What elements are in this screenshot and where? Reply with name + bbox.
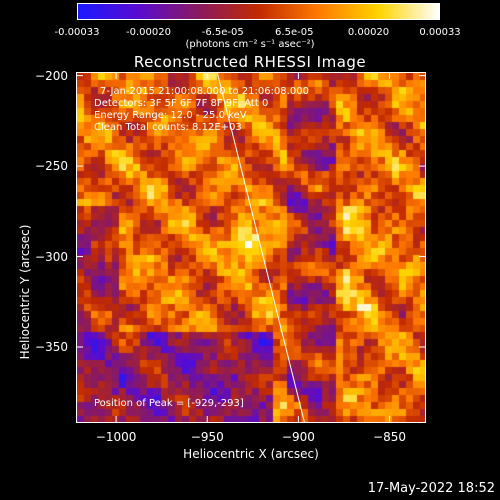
info-clean: Clean Total counts: 8.12E+03 (94, 122, 242, 133)
colorbar-tick-label: -0.00020 (126, 27, 171, 38)
x-tick-label: −1000 (95, 430, 137, 444)
y-tick-label: −200 (35, 68, 68, 83)
colorbar-tick-label: 0.00020 (347, 27, 390, 38)
y-axis-label: Heliocentric Y (arcsec) (18, 224, 32, 360)
y-tick-label: −300 (35, 249, 68, 264)
x-axis-label: Heliocentric X (arcsec) (183, 447, 319, 461)
colorbar (77, 3, 440, 20)
colorbar-tick-label: -6.5e-05 (201, 27, 244, 38)
x-tick-label: −850 (373, 430, 407, 444)
peak-position-label: Position of Peak = [-929,-293] (94, 398, 244, 409)
x-tick-label: −900 (281, 430, 315, 444)
colorbar-tick-label: -0.00033 (54, 27, 100, 38)
y-tick-label: −350 (35, 340, 68, 354)
render-timestamp: 17-May-2022 18:52 (367, 481, 495, 496)
y-tick-label: −250 (35, 159, 68, 174)
colorbar-tick-label: 6.5e-05 (275, 27, 314, 38)
info-time: 7-Jan-2015 21:00:08.000 to 21:06:08.000 (100, 86, 309, 97)
image-title: Reconstructed RHESSI Image (133, 53, 367, 71)
heatmap-canvas (77, 73, 425, 422)
x-tick-label: −950 (190, 430, 224, 444)
solar-limb-line (216, 73, 305, 422)
plot-overlay (216, 73, 305, 422)
info-energy: Energy Range: 12.0 - 25.0 keV (94, 110, 247, 121)
colorbar-tick-label: 0.00033 (419, 27, 461, 38)
plot-area (76, 72, 426, 423)
colorbar-units: (photons cm⁻² s⁻¹ asec⁻²) (185, 39, 315, 50)
info-detectors: Detectors: 3F 5F 6F 7F 8F 9F, Att 0 (94, 98, 269, 109)
